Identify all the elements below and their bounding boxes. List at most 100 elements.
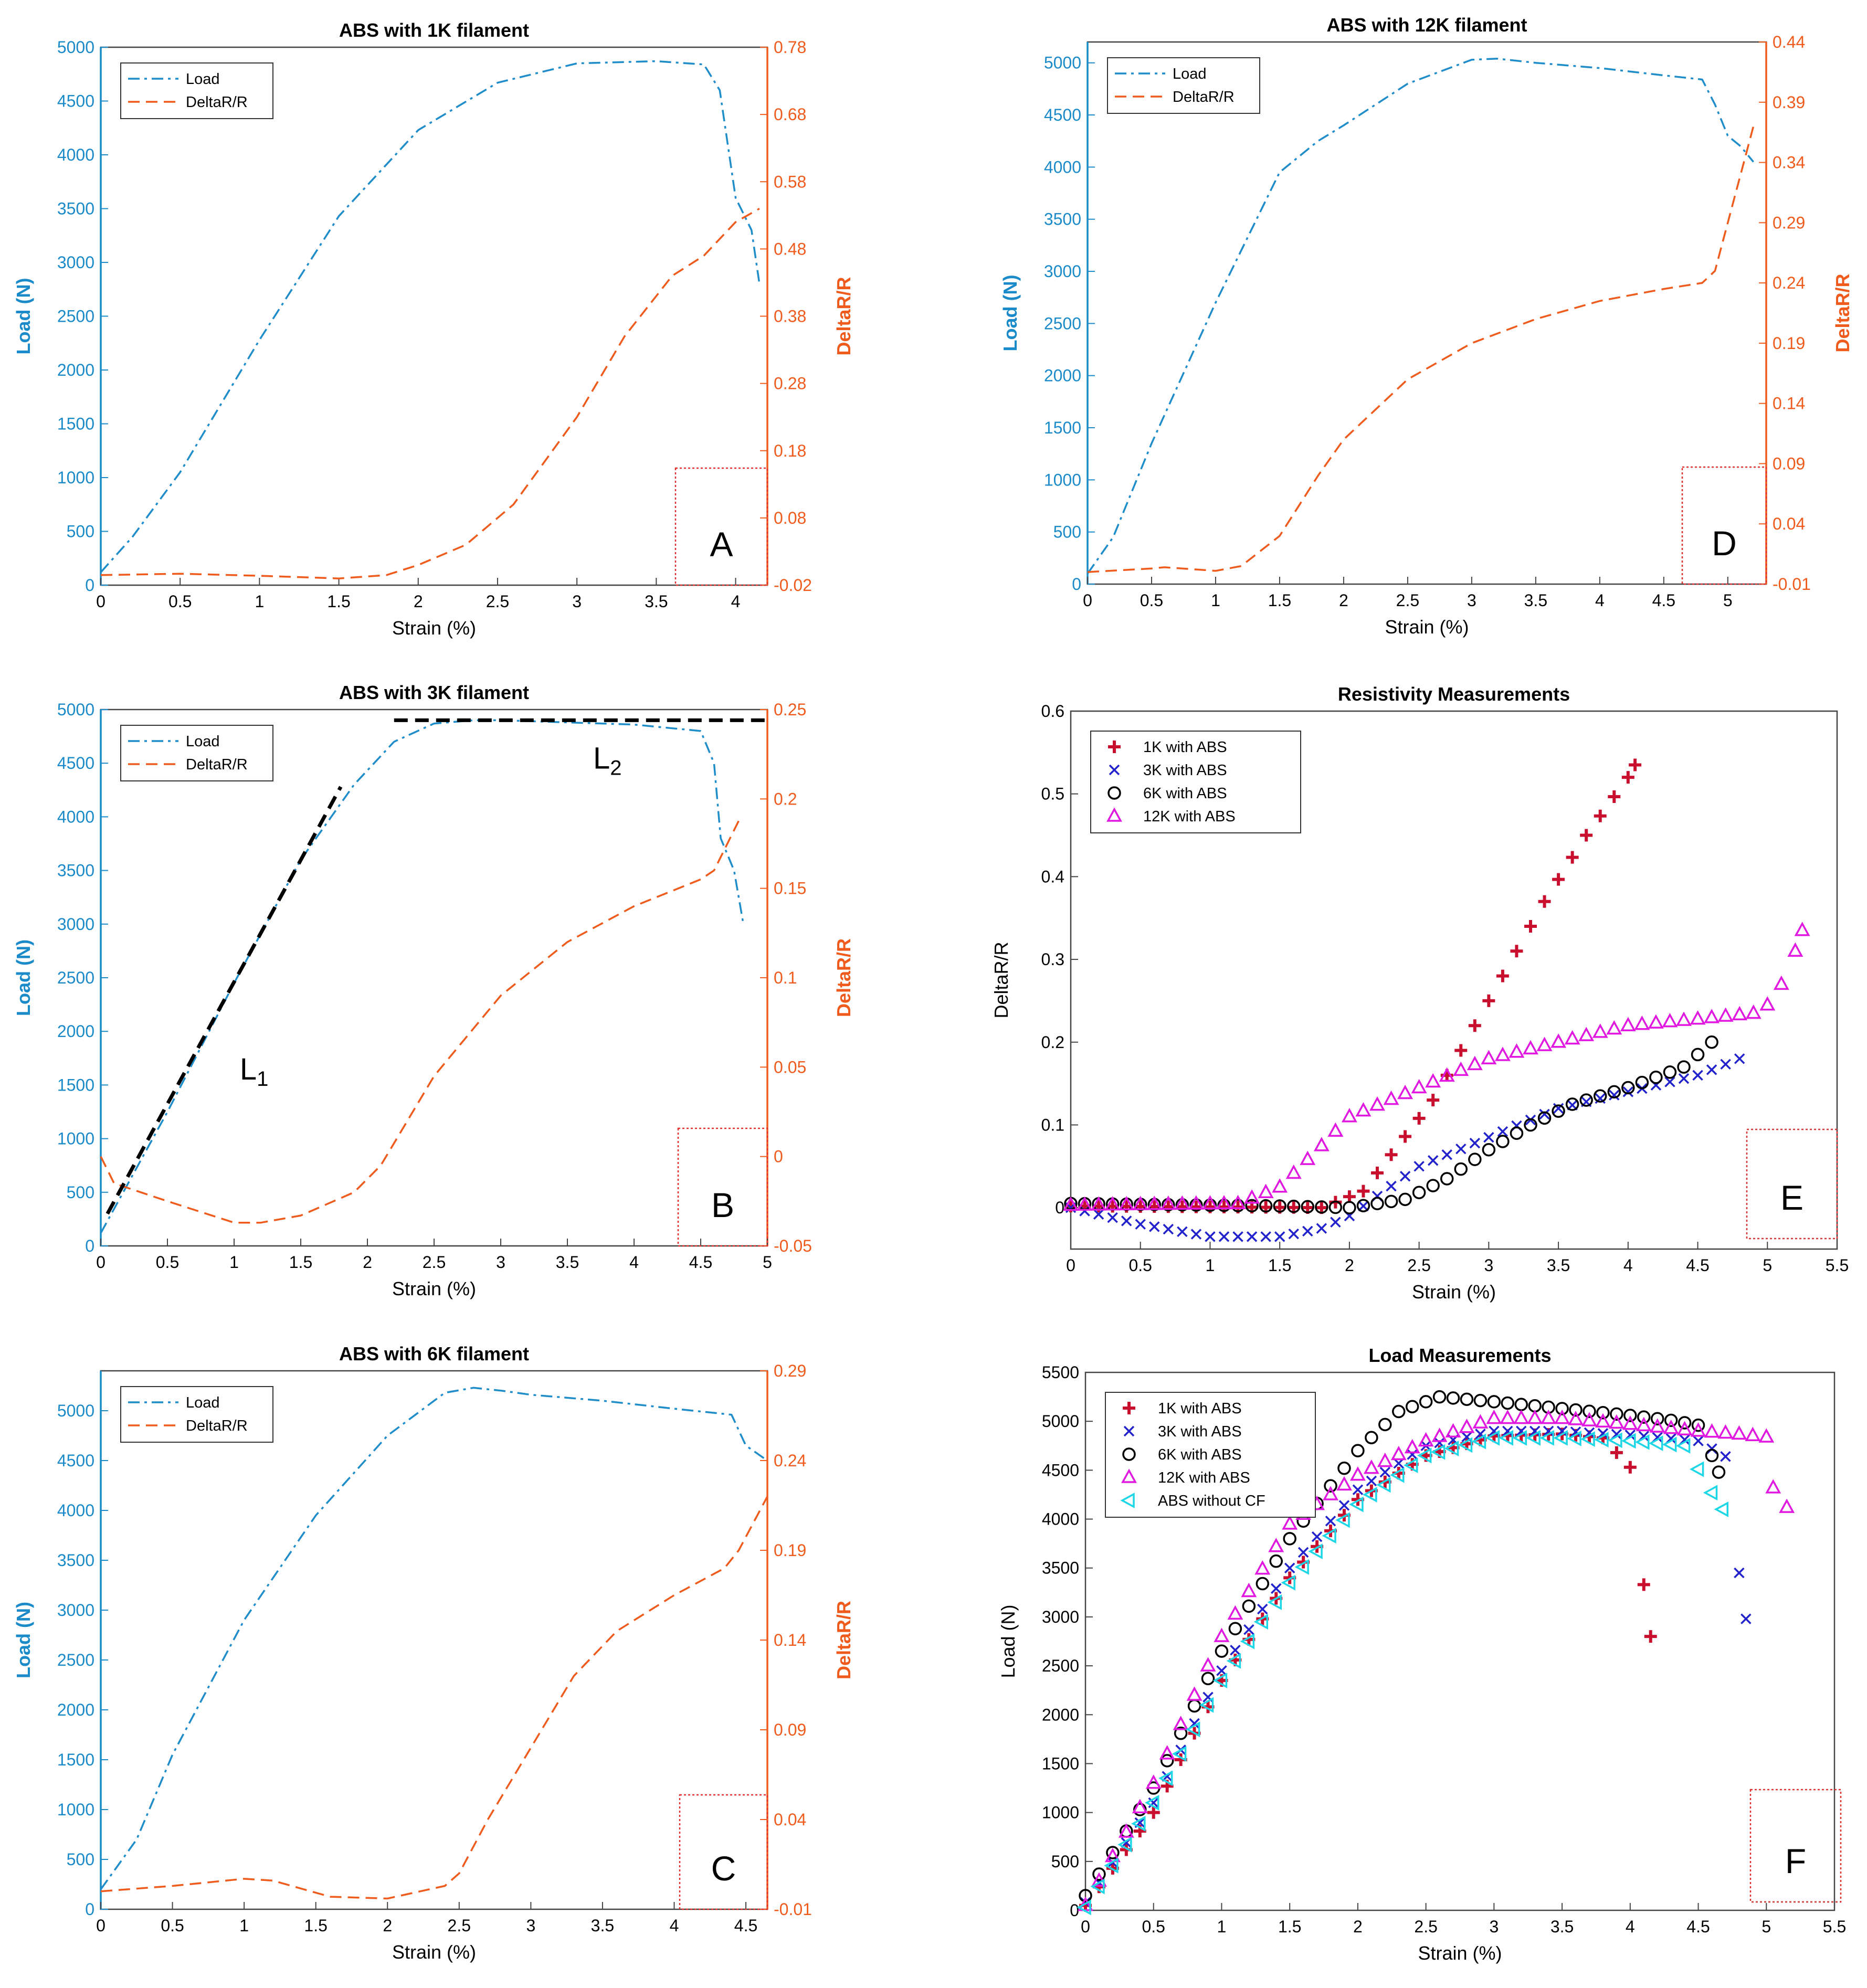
data-point: [1441, 1149, 1452, 1160]
data-point: [1242, 1599, 1256, 1613]
panel-label: A: [710, 525, 733, 564]
series-deltar-r: [100, 816, 742, 1224]
data-point: [1662, 1436, 1677, 1453]
y-tick-label: 4500: [57, 92, 94, 111]
data-point: [1090, 1878, 1105, 1895]
data-point: [1539, 1430, 1554, 1446]
legend-label: 1K with ABS: [1143, 739, 1227, 756]
x-axis-label: Strain (%): [1385, 616, 1469, 638]
legend-label: Load: [186, 1394, 220, 1411]
x-tick-label: 3: [1467, 591, 1476, 610]
data-point: [1486, 1409, 1502, 1424]
legend-label: DeltaR/R: [1173, 89, 1235, 105]
x-tick-label: 2: [363, 1253, 372, 1272]
data-point: [1570, 1426, 1581, 1437]
data-point: [1118, 1823, 1134, 1838]
legend: 1K with ABS 3K with ABS 6K with ABS 12K wit…: [1090, 731, 1301, 833]
data-point: [1536, 1037, 1553, 1051]
data-point: [1215, 1644, 1229, 1658]
x-tick-label: 0: [96, 592, 106, 611]
data-point: [1579, 1093, 1593, 1107]
chart-title: Resistivity Measurements: [1338, 683, 1570, 705]
data-point: [1322, 1528, 1336, 1544]
data-point: [1145, 1795, 1159, 1811]
data-point: [1246, 1231, 1258, 1242]
legend-label: 3K with ABS: [1143, 762, 1227, 779]
data-point: [1282, 1515, 1298, 1530]
data-point: [1440, 1172, 1454, 1186]
y-tick-label: 1000: [1042, 1803, 1079, 1822]
data-point: [1366, 1475, 1377, 1487]
x-tick-label: 5: [1761, 1917, 1771, 1936]
data-point: [1469, 1137, 1481, 1149]
data-point: [1703, 1485, 1718, 1501]
data-point: [1283, 1532, 1296, 1546]
data-point: [1349, 1496, 1364, 1513]
data-point: [1553, 1430, 1568, 1446]
data-point: [1432, 1390, 1447, 1404]
data-point: [1473, 1393, 1488, 1408]
x-tick-label: 2.5: [423, 1253, 446, 1272]
data-point: [1664, 1076, 1675, 1087]
data-point: [1316, 1223, 1327, 1234]
y-axis-label: Load (N): [13, 939, 34, 1016]
x-tick-label: 0: [96, 1916, 106, 1935]
data-point: [1201, 1672, 1215, 1686]
data-point: [1245, 1199, 1259, 1213]
data-point: [1163, 1223, 1174, 1235]
data-point: [1745, 1426, 1761, 1441]
y2-tick-label: 0.14: [1773, 394, 1805, 413]
legend-label: 1K with ABS: [1158, 1400, 1242, 1417]
y2-tick-label: 0.09: [774, 1720, 806, 1739]
data-point: [1556, 1425, 1568, 1437]
data-point: [1524, 1118, 1537, 1132]
legend: Load DeltaR/R: [120, 1386, 273, 1443]
data-point: [1227, 1605, 1243, 1620]
x-tick-label: 2.5: [486, 592, 509, 611]
data-point: [1363, 1459, 1379, 1474]
x-tick-label: 2.5: [1396, 591, 1419, 610]
data-point: [1188, 1195, 1204, 1210]
y2-tick-label: 0.2: [774, 789, 797, 808]
legend-label: 12K with ABS: [1158, 1469, 1250, 1486]
data-point: [1759, 996, 1776, 1011]
data-point: [1412, 1112, 1426, 1125]
data-point: [1131, 1815, 1146, 1832]
data-point: [1663, 1419, 1679, 1434]
data-point: [1417, 1447, 1432, 1464]
data-point: [1341, 1108, 1357, 1123]
data-point: [1391, 1404, 1406, 1419]
series-line-load: [100, 719, 745, 1234]
data-point: [1121, 1215, 1132, 1226]
data-point: [1564, 1030, 1580, 1045]
data-point: [1516, 1425, 1527, 1437]
x-tick-label: 2: [1345, 1256, 1354, 1275]
y2-axis-label: DeltaR/R: [833, 1601, 855, 1679]
data-point: [1407, 1449, 1418, 1460]
data-point: [1104, 1196, 1121, 1211]
data-point: [1148, 1797, 1159, 1809]
y-tick-label: 1000: [1044, 470, 1081, 489]
y-tick-label: 0: [85, 1236, 94, 1255]
series-line-load: [100, 60, 761, 573]
legend-box: [1107, 57, 1260, 114]
data-point: [1378, 1418, 1392, 1432]
x-tick-label: 0: [1083, 591, 1092, 610]
data-point: [1706, 1443, 1717, 1454]
legend: Load DeltaR/R: [1107, 57, 1260, 114]
y-tick-label: 3500: [57, 1551, 94, 1570]
series-12k-with-abs: [1078, 1409, 1795, 1911]
y-tick-label: 500: [1051, 1852, 1079, 1871]
data-point: [1351, 1444, 1365, 1457]
y-tick-label: 3500: [57, 861, 94, 880]
series-6k-with-abs: [1064, 1035, 1718, 1214]
series-l1: [106, 786, 343, 1215]
data-point: [1621, 1433, 1636, 1449]
data-point: [1550, 1033, 1567, 1048]
chart-title: Load Measurements: [1368, 1345, 1551, 1366]
panel-label: C: [711, 1849, 736, 1888]
data-point: [1376, 1477, 1391, 1493]
y-tick-label: 4000: [57, 145, 94, 164]
data-point: [1568, 1411, 1584, 1425]
x-tick-label: 3.5: [1550, 1917, 1574, 1936]
